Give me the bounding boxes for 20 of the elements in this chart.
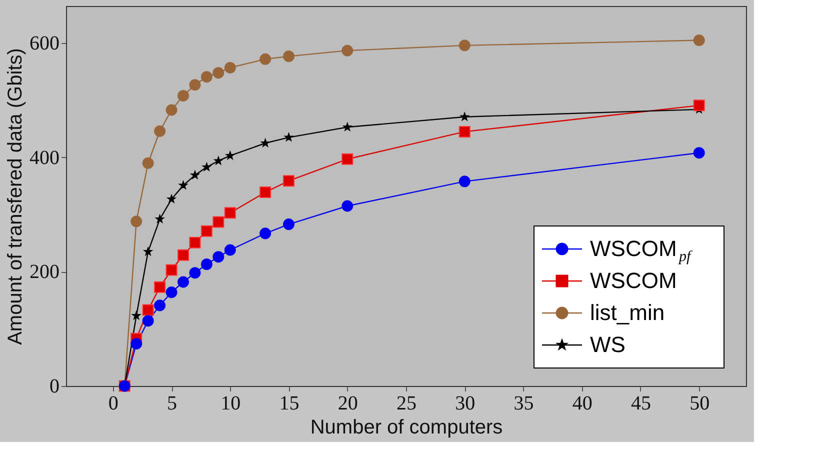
- legend-label: WS: [590, 332, 626, 357]
- x-tick-label: 20: [338, 392, 358, 414]
- y-tick-label: 600: [30, 32, 60, 55]
- legend-label: list_min: [590, 300, 665, 325]
- y-tick-label: 0: [50, 376, 60, 398]
- x-tick-label: 15: [279, 392, 300, 414]
- x-tick-label: 30: [455, 392, 476, 414]
- x-tick-label: 25: [396, 392, 416, 414]
- y-tick-label: 200: [30, 261, 60, 284]
- legend-label: WSCOM: [590, 268, 677, 293]
- y-tick-label: 400: [30, 146, 60, 169]
- x-tick-label: 5: [167, 392, 178, 414]
- x-tick-label: 50: [690, 392, 710, 414]
- x-axis-title: Number of computers: [310, 416, 503, 438]
- x-tick-label: 45: [630, 392, 651, 414]
- x-tick-label: 10: [220, 392, 241, 414]
- y-axis-title: Amount of transfered data (Gbits): [4, 48, 26, 345]
- x-tick-label: 35: [514, 392, 534, 414]
- x-tick-label: 0: [108, 392, 118, 414]
- x-tick-label: 40: [572, 392, 592, 414]
